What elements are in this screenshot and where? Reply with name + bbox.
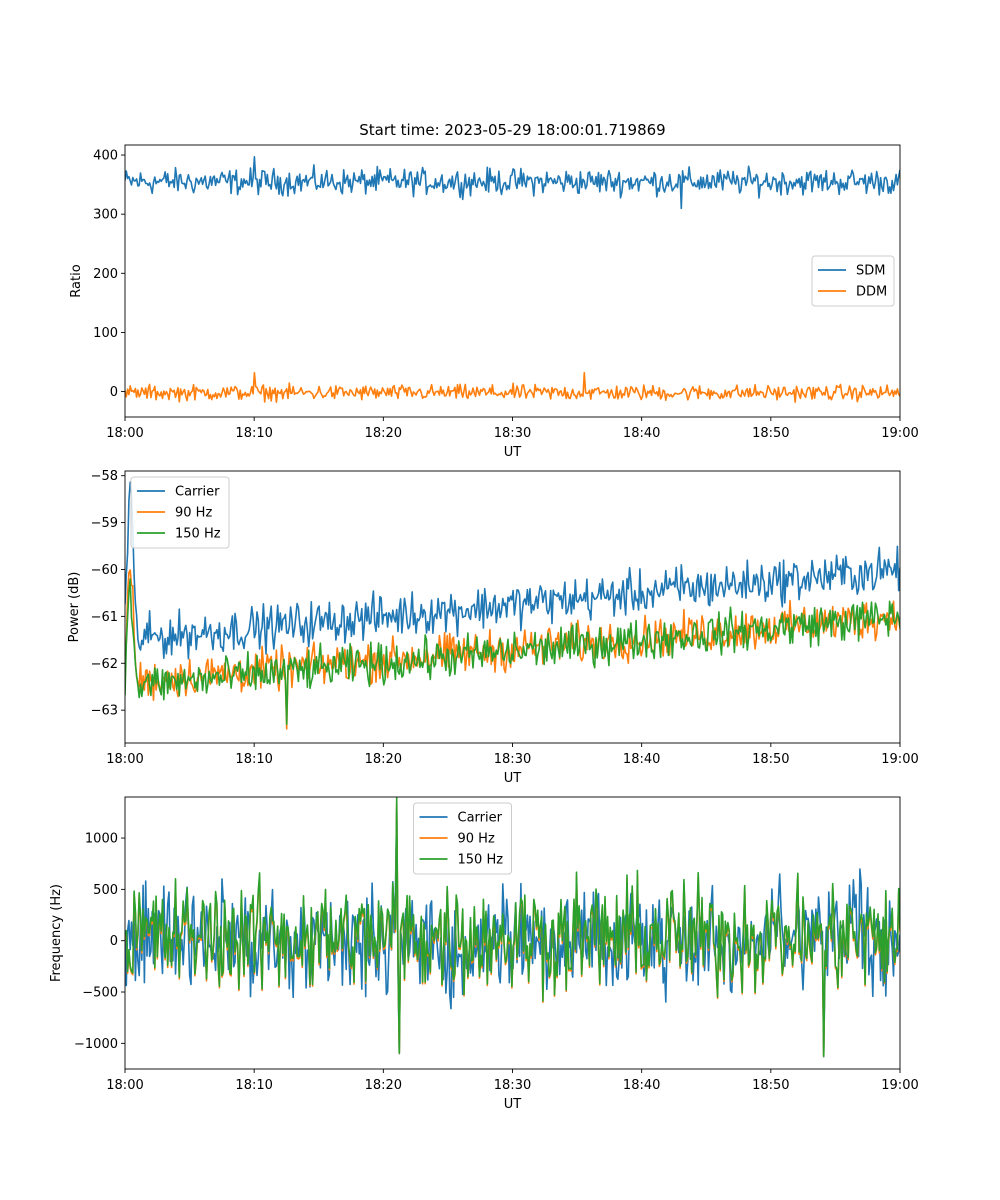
x-tick-label: 18:10 (235, 1078, 272, 1093)
x-tick-label: 18:30 (494, 426, 531, 441)
y-axis-label: Ratio (69, 264, 84, 297)
x-tick-label: 19:00 (881, 426, 918, 441)
legend-entry: Carrier (175, 485, 220, 500)
figure-title: Start time: 2023-05-29 18:00:01.719869 (359, 121, 665, 139)
series-90-hz-line (125, 569, 900, 730)
x-tick-label: 18:40 (623, 752, 660, 767)
y-axis-label: Power (dB) (67, 572, 82, 643)
x-tick-label: 18:40 (623, 426, 660, 441)
legend-box (413, 802, 512, 875)
x-tick-label: 18:00 (106, 426, 143, 441)
y-tick-label: −58 (91, 469, 118, 484)
x-tick-label: 18:20 (365, 752, 402, 767)
legend-entry: 150 Hz (175, 527, 221, 542)
x-tick-label: 18:30 (494, 1078, 531, 1093)
y-tick-label: 500 (93, 883, 118, 898)
x-tick-label: 19:00 (881, 752, 918, 767)
y-tick-label: −59 (91, 516, 118, 531)
plot-1-lines (125, 156, 900, 404)
y-tick-label: 200 (93, 267, 118, 282)
y-tick-label: −61 (91, 610, 118, 625)
x-tick-label: 18:50 (752, 1078, 789, 1093)
series-ddm-line (125, 371, 900, 404)
legend-entry: Carrier (458, 811, 503, 826)
plot-2: 18:00 18:10 18:20 18:30 18:40 18:50 19:00 −58 −5… (67, 469, 919, 786)
y-tick-label: 1000 (85, 832, 118, 847)
legend-entry: 90 Hz (458, 832, 495, 847)
y-tick-label: −1000 (74, 1037, 118, 1052)
x-tick-label: 18:20 (365, 1078, 402, 1093)
legend-box (811, 255, 895, 307)
x-tick-label: 18:00 (106, 1078, 143, 1093)
x-tick-label: 18:20 (365, 426, 402, 441)
legend: Carrier 90 Hz 150 Hz (130, 476, 230, 549)
x-tick-label: 18:30 (494, 752, 531, 767)
x-tick-label: 18:50 (752, 752, 789, 767)
y-tick-label: 100 (93, 326, 118, 341)
y-tick-label: 300 (93, 208, 118, 223)
plots: 18:00 18:10 18:20 18:30 18:40 18:50 19:00 0 100 2… (49, 144, 919, 1112)
y-tick-label: −500 (82, 986, 118, 1001)
x-tick-label: 18:40 (623, 1078, 660, 1093)
y-axis-label: Frequency (Hz) (49, 884, 64, 982)
legend-entry: 150 Hz (458, 853, 504, 868)
y-tick-label: −62 (91, 657, 118, 672)
legend-box (130, 476, 230, 549)
series-150-hz-line (125, 797, 900, 1057)
y-tick-label: 400 (93, 149, 118, 164)
legend: SDM DDM (811, 255, 895, 307)
y-tick-label: −60 (91, 563, 118, 578)
series-sdm-line (125, 156, 900, 210)
legend: Carrier 90 Hz 150 Hz (413, 802, 512, 875)
plot-1: 18:00 18:10 18:20 18:30 18:40 18:50 19:00 0 100 2… (69, 144, 919, 460)
x-tick-label: 18:10 (235, 752, 272, 767)
series-150-hz-line (125, 578, 900, 726)
plot-3-lines (125, 797, 900, 1058)
legend-entry: SDM (856, 264, 885, 279)
x-tick-label: 18:50 (752, 426, 789, 441)
x-axis-label: UT (504, 445, 522, 460)
plot-2-lines (125, 481, 900, 730)
x-axis-label: UT (504, 1097, 522, 1112)
series-carrier-line (125, 481, 900, 660)
x-tick-label: 18:10 (235, 426, 272, 441)
legend-entry: 90 Hz (175, 506, 212, 521)
legend-entry: DDM (856, 285, 887, 300)
y-tick-label: 0 (110, 934, 118, 949)
y-tick-label: 0 (110, 385, 118, 400)
x-tick-label: 19:00 (881, 1078, 918, 1093)
x-tick-label: 18:00 (106, 752, 143, 767)
x-axis-label: UT (504, 771, 522, 786)
y-tick-label: −63 (91, 704, 118, 719)
plot-3: 18:00 18:10 18:20 18:30 18:40 18:50 19:00 1000 5… (49, 796, 919, 1112)
